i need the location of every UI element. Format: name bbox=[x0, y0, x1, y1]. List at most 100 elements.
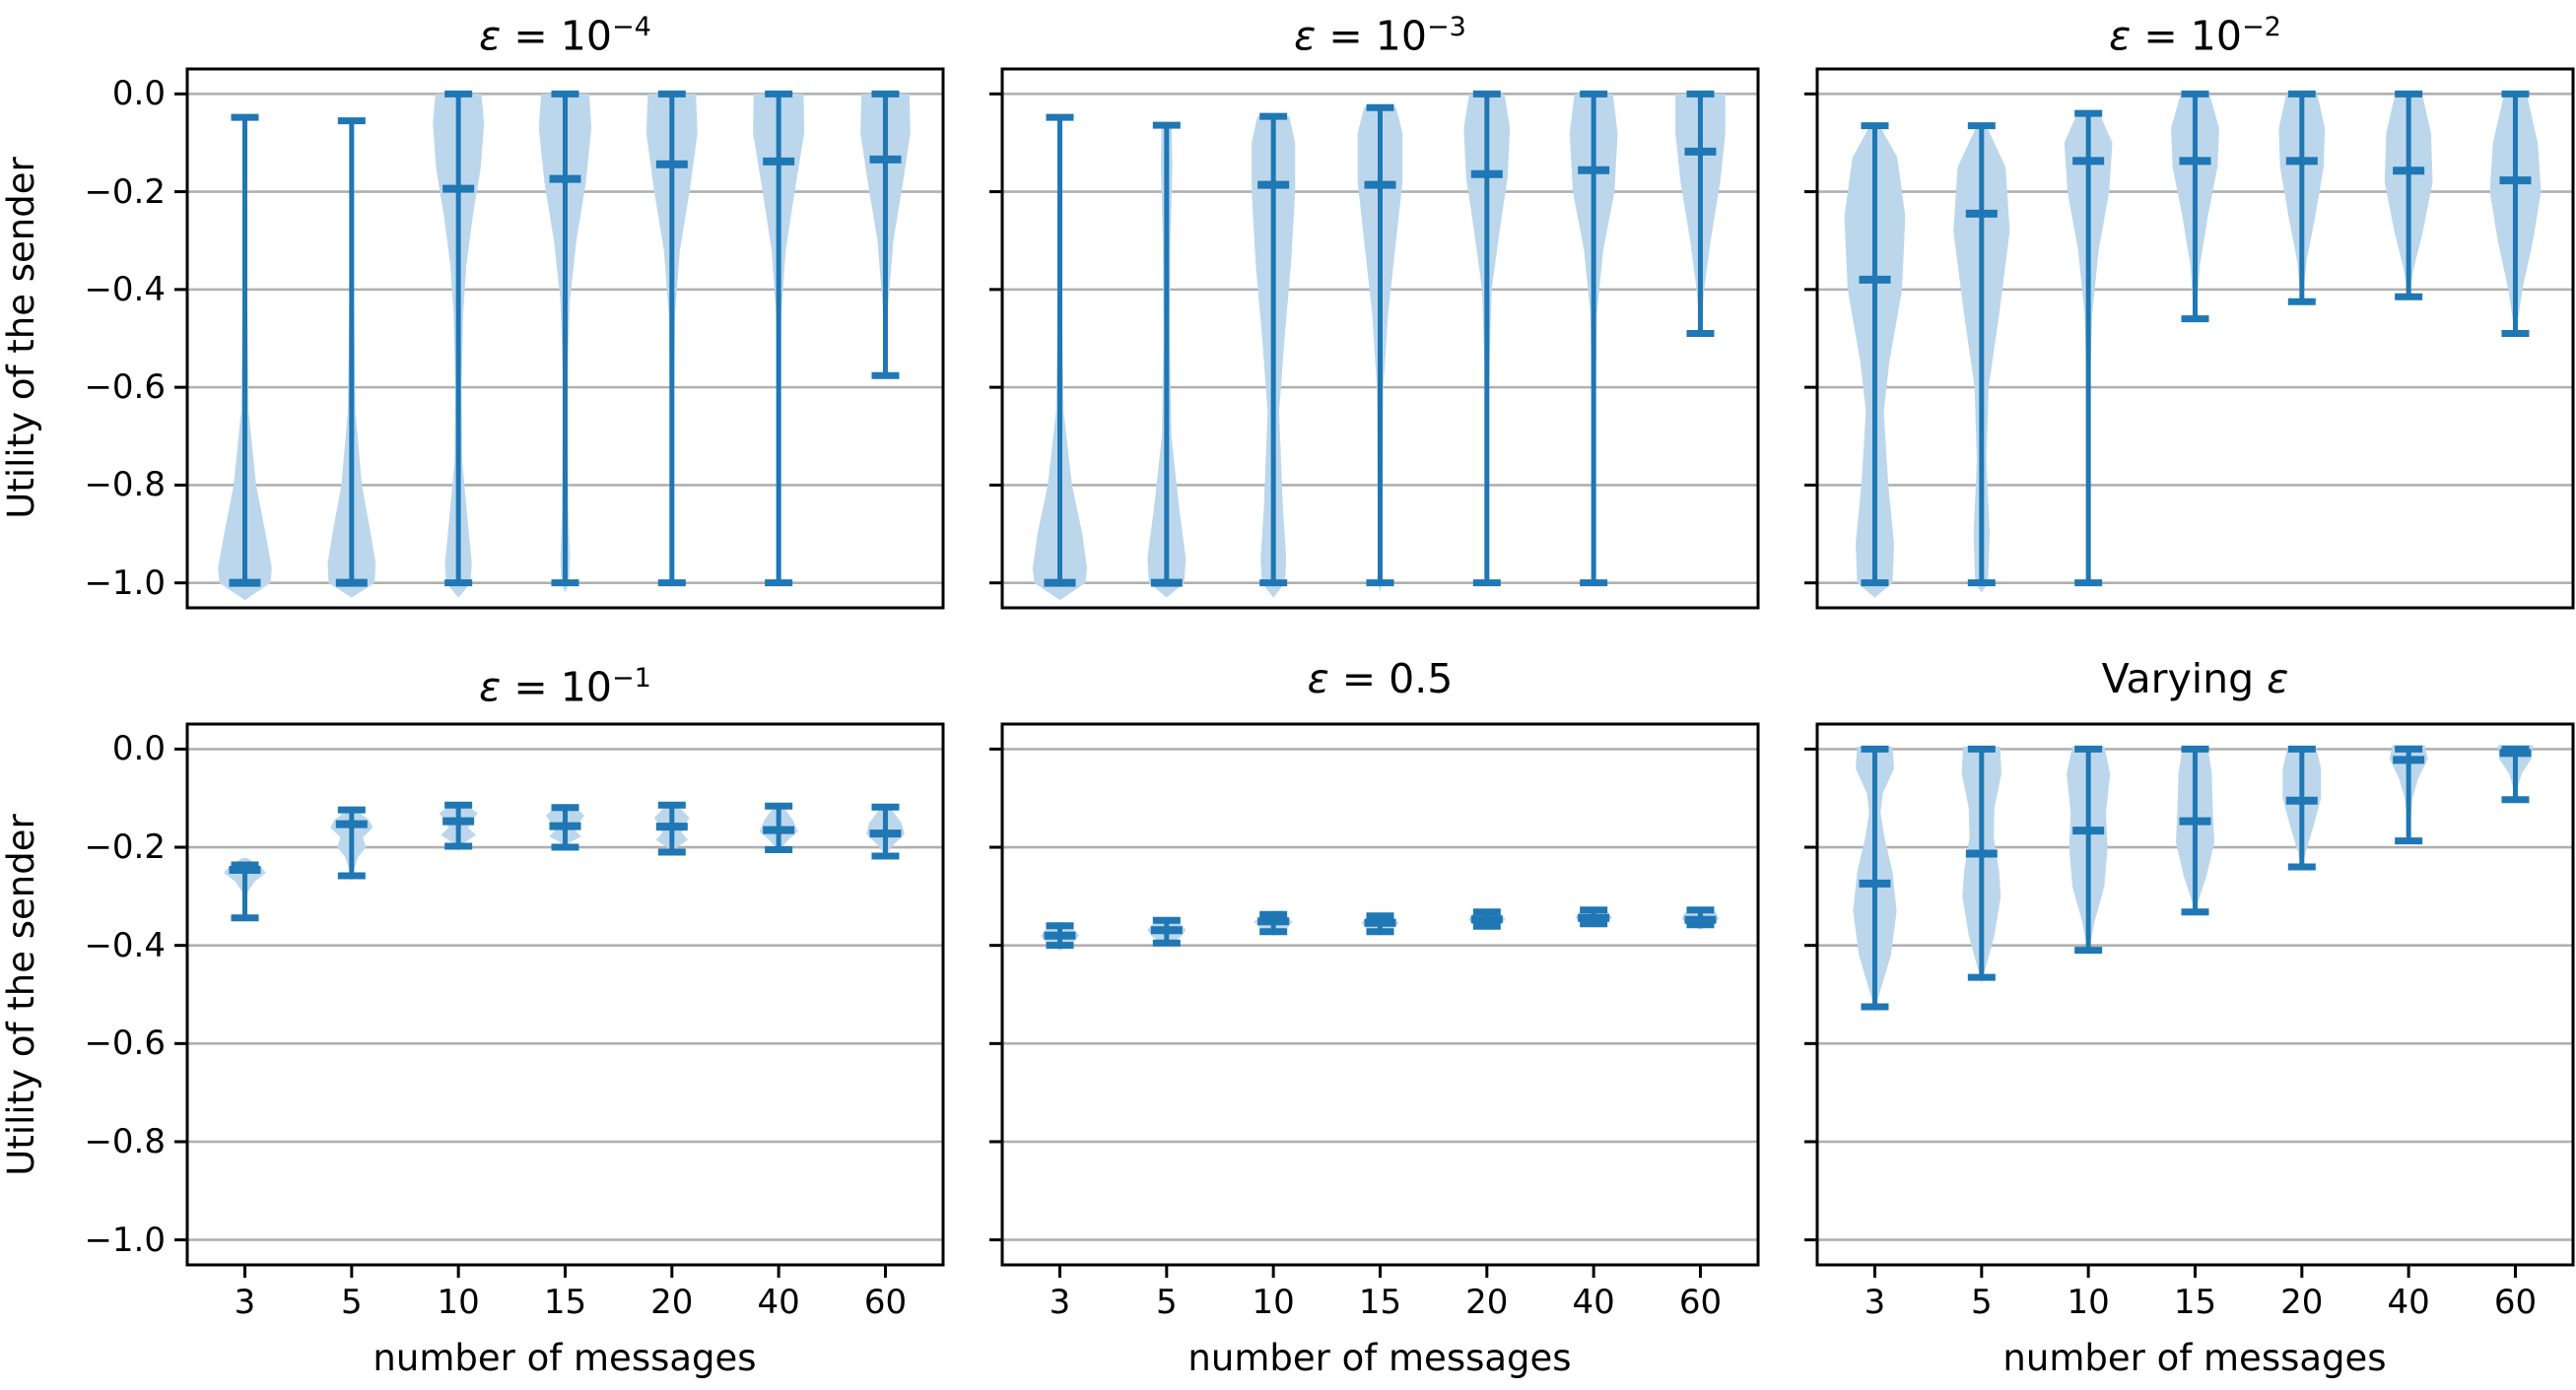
violin-body bbox=[1254, 910, 1293, 936]
violin-n5 bbox=[327, 117, 376, 598]
axes-spines bbox=[1815, 722, 2575, 1267]
subplot-title: ε = 10−2 bbox=[2109, 12, 2281, 60]
violin-body bbox=[546, 804, 584, 850]
violin-n60 bbox=[1681, 906, 1720, 930]
x-axis-label-col1: number of messages bbox=[373, 1337, 757, 1379]
x-tick-label: 15 bbox=[543, 1283, 587, 1322]
subplot-title: ε = 10−4 bbox=[479, 12, 651, 60]
x-tick-label: 20 bbox=[2280, 1283, 2324, 1322]
y-tick-label: −0.2 bbox=[84, 171, 166, 212]
axes-spines bbox=[1000, 722, 1760, 1267]
violin-body bbox=[759, 805, 798, 853]
violin-body bbox=[753, 94, 805, 588]
violin-n3 bbox=[1853, 745, 1897, 1015]
violin-body bbox=[1252, 116, 1296, 598]
violin-body bbox=[1953, 125, 2010, 593]
x-tick-label: 3 bbox=[1864, 1283, 1886, 1322]
axes-spines bbox=[1815, 67, 2575, 610]
x-tick-label: 20 bbox=[1465, 1283, 1509, 1322]
violin-body bbox=[2282, 748, 2322, 872]
violin-n60 bbox=[1675, 90, 1726, 339]
violin-n5 bbox=[1147, 916, 1186, 948]
violin-body bbox=[330, 810, 373, 882]
violin-body bbox=[433, 94, 485, 598]
violin-n15 bbox=[1361, 912, 1399, 936]
x-tick-label: 60 bbox=[863, 1283, 908, 1322]
subplot-title: ε = 10−3 bbox=[1294, 12, 1466, 60]
violin-n20 bbox=[653, 801, 690, 856]
violin-body bbox=[1844, 125, 1906, 598]
violin-n3 bbox=[1032, 113, 1088, 601]
violin-n40 bbox=[1569, 90, 1618, 588]
violin-n60 bbox=[2489, 90, 2542, 339]
violin-n5 bbox=[1953, 122, 2010, 593]
violin-body bbox=[1575, 906, 1612, 928]
violin-n20 bbox=[1463, 90, 1511, 588]
violin-body bbox=[653, 804, 690, 856]
violin-body bbox=[2389, 745, 2428, 843]
violin-body bbox=[866, 806, 905, 860]
x-tick-label: 10 bbox=[437, 1283, 480, 1322]
y-tick-label: −0.2 bbox=[84, 827, 166, 868]
violin-body bbox=[439, 804, 478, 852]
violin-n40 bbox=[753, 90, 805, 588]
y-tick-label: −0.6 bbox=[84, 367, 166, 408]
violin-n15 bbox=[538, 90, 592, 593]
x-axis-label-col2: number of messages bbox=[1187, 1337, 1572, 1379]
violin-body bbox=[1961, 746, 2001, 985]
violin-n3 bbox=[224, 858, 266, 922]
violin-n10 bbox=[1252, 112, 1296, 598]
violin-n10 bbox=[433, 90, 485, 598]
violin-body bbox=[2384, 94, 2433, 302]
subplot-title: Varying ε bbox=[2101, 655, 2289, 702]
violin-body bbox=[2176, 748, 2214, 916]
x-tick-label: 20 bbox=[650, 1283, 694, 1322]
violin-body bbox=[224, 858, 266, 911]
y-tick-label: −0.4 bbox=[84, 269, 166, 309]
violin-body bbox=[645, 94, 698, 588]
violin-body bbox=[2278, 94, 2326, 307]
violin-n5 bbox=[1147, 121, 1186, 598]
violin-n3 bbox=[1041, 922, 1079, 951]
x-tick-label: 3 bbox=[1049, 1283, 1071, 1322]
x-axis-label-col3: number of messages bbox=[2002, 1337, 2387, 1379]
x-tick-label: 60 bbox=[1678, 1283, 1723, 1322]
violin-body bbox=[327, 120, 376, 598]
violin-n5 bbox=[1961, 745, 2001, 985]
violin-n15 bbox=[2171, 90, 2219, 324]
violin-n3 bbox=[218, 113, 272, 601]
y-tick-label: −0.8 bbox=[84, 465, 166, 505]
violin-n20 bbox=[645, 90, 698, 588]
y-tick-label: −0.8 bbox=[84, 1121, 166, 1161]
x-tick-label: 3 bbox=[234, 1283, 256, 1322]
violin-n40 bbox=[2384, 90, 2433, 302]
violin-n10 bbox=[2067, 745, 2111, 956]
y-tick-label: −0.6 bbox=[84, 1024, 166, 1064]
violin-body bbox=[1681, 906, 1720, 930]
x-tick-label: 60 bbox=[2493, 1283, 2538, 1322]
y-tick-label: 0.0 bbox=[111, 729, 166, 769]
violin-body bbox=[218, 117, 272, 601]
x-tick-label: 5 bbox=[1156, 1283, 1178, 1322]
violin-n60 bbox=[2497, 745, 2534, 804]
violin-n10 bbox=[2064, 109, 2113, 588]
violin-n40 bbox=[1575, 906, 1612, 928]
violin-body bbox=[860, 94, 911, 383]
y-tick-label: 0.0 bbox=[111, 74, 166, 114]
x-tick-label: 40 bbox=[1572, 1283, 1615, 1322]
y-tick-label: −1.0 bbox=[84, 563, 166, 603]
violin-n5 bbox=[330, 806, 373, 882]
violin-n40 bbox=[759, 802, 798, 854]
violin-body bbox=[1853, 746, 1897, 1015]
x-tick-label: 10 bbox=[1252, 1283, 1295, 1322]
violin-n60 bbox=[860, 90, 911, 383]
violin-n15 bbox=[1357, 103, 1403, 593]
violin-body bbox=[1032, 117, 1088, 601]
violin-body bbox=[1041, 922, 1079, 951]
x-tick-label: 40 bbox=[757, 1283, 800, 1322]
violin-n60 bbox=[866, 803, 905, 860]
violin-body bbox=[1147, 916, 1186, 948]
violin-body bbox=[1357, 107, 1403, 593]
violin-n15 bbox=[2176, 745, 2214, 916]
violin-n10 bbox=[439, 801, 478, 852]
